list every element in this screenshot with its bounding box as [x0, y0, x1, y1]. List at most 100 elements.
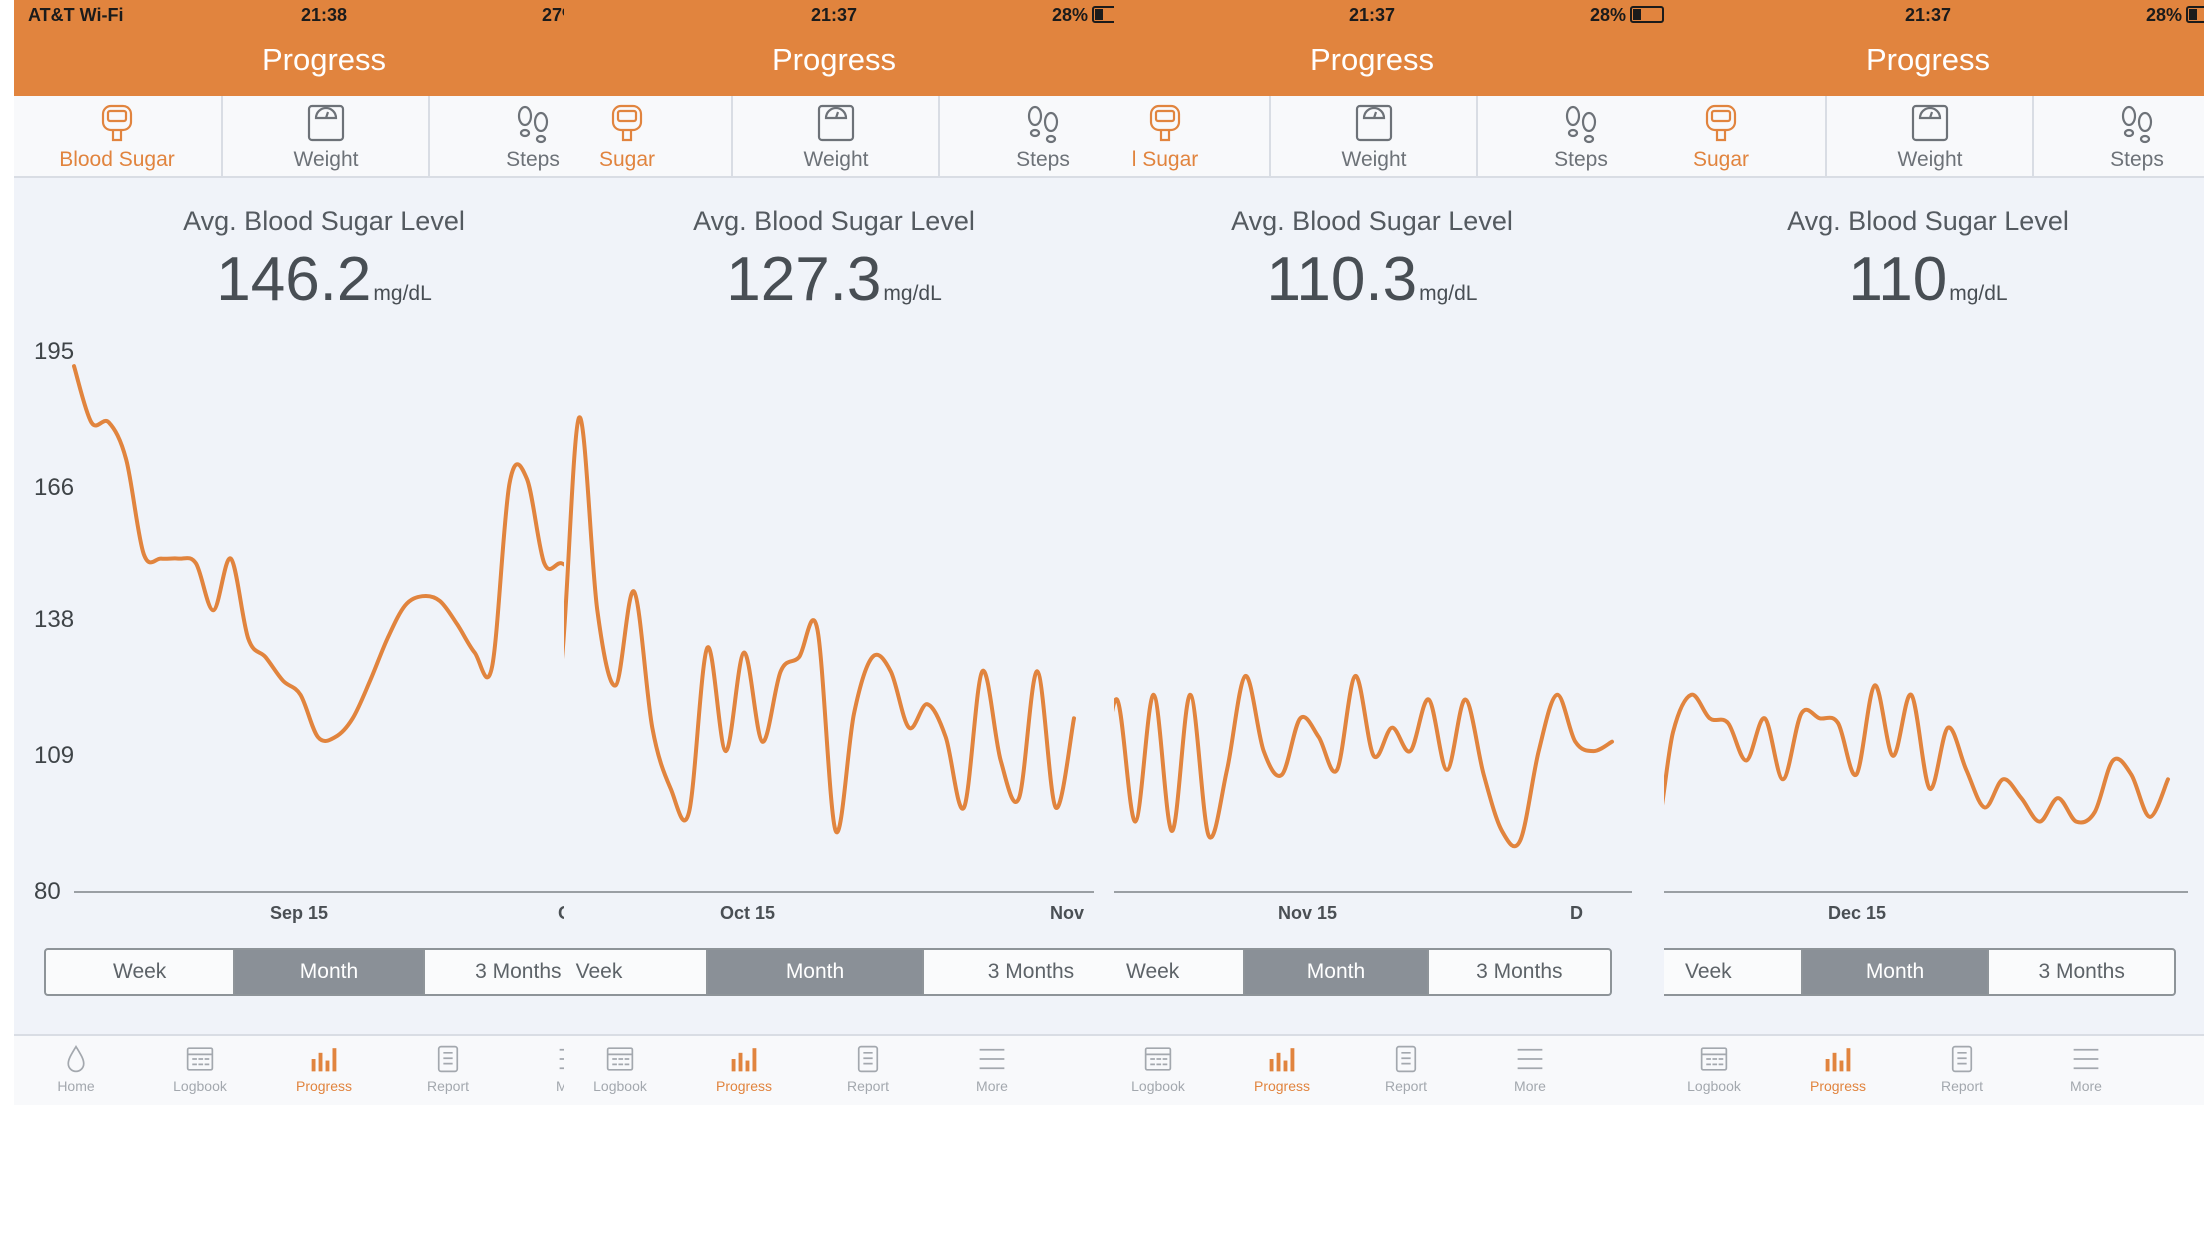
footprints-icon: [1565, 105, 1597, 144]
nav-progress[interactable]: Progress: [694, 1042, 794, 1094]
battery-percent: 28%: [1051, 5, 1088, 25]
bottom-tab-bar: Logbook Progress Report More: [1664, 1034, 2204, 1105]
series-line-3: [1114, 673, 1614, 849]
battery-indicator: 28%: [2146, 5, 2204, 26]
report-icon: [857, 1045, 879, 1073]
segment-week[interactable]: Week: [113, 960, 167, 983]
period-selector: Week Month 3 Months: [1114, 948, 1612, 996]
avg-title: Avg. Blood Sugar Level: [693, 206, 975, 236]
period-selector: Veek Month 3 Months: [1664, 948, 2176, 996]
logbook-icon: [1700, 1047, 1728, 1071]
series-line-1: [72, 364, 564, 743]
battery-icon: [2186, 6, 2204, 23]
tab-label: Blood Sugar: [59, 148, 175, 171]
metric-tabs: Sugar Weight Steps: [564, 96, 1114, 178]
nav-label: Progress: [295, 1078, 353, 1094]
tab-weight[interactable]: Weight: [221, 96, 429, 176]
segment-month[interactable]: Month: [1243, 950, 1427, 994]
tab-blood-sugar[interactable]: Sugar: [1664, 96, 1824, 176]
tab-blood-sugar[interactable]: Blood Sugar: [14, 96, 220, 176]
footprints-icon: [2121, 105, 2153, 144]
segment-3-months[interactable]: 3 Months: [1426, 950, 1610, 994]
nav-progress[interactable]: Progress: [1788, 1042, 1888, 1094]
tab-weight[interactable]: Weight: [731, 96, 939, 176]
nav-label: Report: [846, 1078, 890, 1094]
status-bar: Vi-Fi 21:37 28%: [1114, 0, 1664, 32]
scale-icon: [1911, 104, 1949, 142]
menu-icon: [1517, 1048, 1543, 1070]
tab-label: Steps: [506, 148, 560, 171]
battery-indicator: 27%: [542, 5, 564, 26]
scale-icon: [307, 104, 345, 142]
nav-label: Report: [1940, 1078, 1984, 1094]
nav-report[interactable]: Report: [1912, 1042, 2012, 1094]
logbook-icon: [1144, 1047, 1172, 1071]
tab-label: Weight: [803, 148, 869, 171]
nav-logbook[interactable]: Logbook: [570, 1042, 670, 1094]
segment-3-months[interactable]: 3 Months: [922, 950, 1114, 994]
segment-3-months[interactable]: 3 Months: [422, 950, 564, 994]
tab-label: Sugar: [598, 148, 656, 171]
nav-report[interactable]: Report: [1356, 1042, 1456, 1094]
tab-blood-sugar[interactable]: l Sugar: [1114, 96, 1268, 176]
blood-sugar-meter-icon: [611, 104, 643, 142]
nav-label: Logbook: [1131, 1078, 1185, 1094]
segment-week[interactable]: Veek: [1684, 960, 1732, 983]
battery-indicator: 28%: [1590, 5, 1664, 26]
nav-logbook[interactable]: Logbook: [1114, 1042, 1208, 1094]
blood-sugar-chart: [72, 364, 564, 893]
status-bar: AT&T Wi-Fi 21:38 27%: [14, 0, 564, 32]
avg-number: 127.3: [726, 245, 882, 314]
tab-weight[interactable]: Weight: [1825, 96, 2033, 176]
battery-percent: 28%: [2145, 5, 2182, 25]
segment-week[interactable]: Veek: [575, 960, 623, 983]
nav-label: More: [2070, 1078, 2102, 1094]
battery-percent: 28%: [1589, 5, 1626, 25]
tab-blood-sugar[interactable]: Sugar: [564, 96, 730, 176]
nav-report[interactable]: Report: [818, 1042, 918, 1094]
nav-progress[interactable]: Progress: [274, 1042, 374, 1094]
nav-more[interactable]: More: [2036, 1042, 2136, 1094]
nav-logbook[interactable]: Logbook: [150, 1042, 250, 1094]
scale-icon: [817, 104, 855, 142]
tab-label: Weight: [293, 148, 359, 171]
nav-more[interactable]: More: [522, 1042, 564, 1094]
nav-label: Logbook: [173, 1078, 227, 1094]
tab-steps[interactable]: Steps: [938, 96, 1114, 176]
segment-month[interactable]: Month: [1800, 950, 1988, 994]
avg-unit: mg/dL: [883, 282, 942, 305]
carrier-label: AT&T Wi-Fi: [28, 5, 124, 25]
page-title: Progress: [1664, 32, 2204, 96]
tab-label: Steps: [1554, 148, 1608, 171]
segment-month[interactable]: Month: [706, 950, 922, 994]
nav-label: More: [976, 1078, 1008, 1094]
tab-steps[interactable]: Steps: [1476, 96, 1664, 176]
nav-more[interactable]: More: [1480, 1042, 1580, 1094]
nav-logbook[interactable]: Logbook: [1664, 1042, 1764, 1094]
nav-progress[interactable]: Progress: [1232, 1042, 1332, 1094]
clock-time: 21:38: [300, 5, 348, 25]
nav-more[interactable]: More: [942, 1042, 1042, 1094]
segment-week[interactable]: Week: [1126, 960, 1180, 983]
nav-label: Report: [426, 1078, 470, 1094]
segment-month[interactable]: Month: [233, 950, 423, 994]
metric-tabs: Sugar Weight Steps: [1664, 96, 2204, 178]
tab-steps[interactable]: Steps: [428, 96, 564, 176]
progress-icon: [1825, 1048, 1851, 1072]
tab-weight[interactable]: Weight: [1269, 96, 1477, 176]
nav-home[interactable]: Home: [26, 1042, 126, 1094]
period-selector: Veek Month 3 Months: [564, 948, 1114, 996]
nav-report[interactable]: Report: [398, 1042, 498, 1094]
avg-title: Avg. Blood Sugar Level: [1787, 206, 2069, 236]
tab-steps[interactable]: Steps: [2032, 96, 2204, 176]
segment-3-months[interactable]: 3 Months: [1987, 950, 2174, 994]
metric-tabs: l Sugar Weight Steps: [1114, 96, 1664, 178]
app-screen-4: /i-Fi21:3728%ProgressSugarWeightStepsAvg…: [1664, 0, 2204, 1105]
progress-icon: [311, 1048, 337, 1072]
nav-label: Report: [1384, 1078, 1428, 1094]
y-tick-label: 138: [34, 605, 75, 633]
bottom-tab-bar: Home Logbook Progress Report More: [14, 1034, 564, 1105]
avg-number: 110: [1848, 245, 1948, 314]
